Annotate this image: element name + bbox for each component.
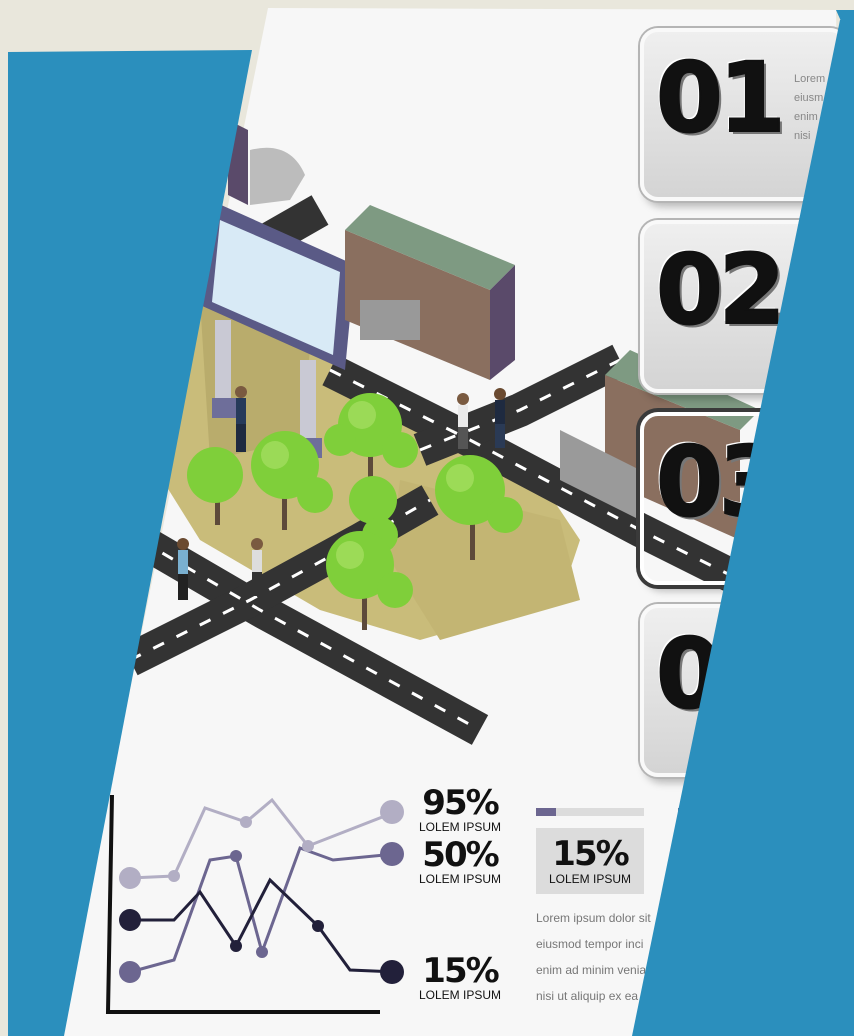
body-text: Lorem ipsum dolor sit eiusmod tempor inc… [536,911,651,1003]
card-01: 01 Lorem eiusm enim nisi [640,28,848,201]
house-icon [228,120,248,205]
stat-95: 95% LOLEM IPSUM [418,783,502,834]
card-number: 01 [655,42,787,154]
card-03: 03 [640,412,848,585]
stat-50: 50% LOLEM IPSUM [418,835,502,886]
stat-15: 15% LOLEM IPSUM [418,951,502,1002]
card-number: 02 [655,234,787,346]
card-number: 0 [655,618,724,730]
card-text: Lorem eiusm enim nisi [794,73,826,142]
card-number: 03 [655,426,787,538]
percent-box: 15% LOLEM IPSUM [536,828,644,894]
card-04: 0 [640,604,848,777]
card-02: 02 [640,220,848,393]
house-icon [345,205,515,380]
